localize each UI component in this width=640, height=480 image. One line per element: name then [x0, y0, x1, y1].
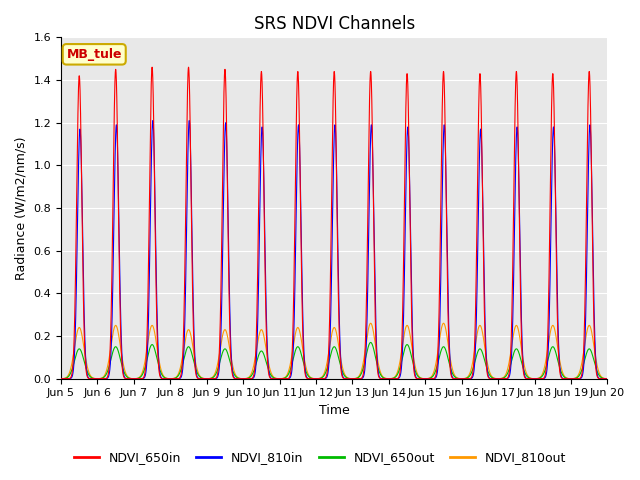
Legend: NDVI_650in, NDVI_810in, NDVI_650out, NDVI_810out: NDVI_650in, NDVI_810in, NDVI_650out, NDV… [68, 446, 572, 469]
Title: SRS NDVI Channels: SRS NDVI Channels [253, 15, 415, 33]
X-axis label: Time: Time [319, 404, 349, 417]
Text: MB_tule: MB_tule [67, 48, 122, 61]
Y-axis label: Radiance (W/m2/nm/s): Radiance (W/m2/nm/s) [15, 136, 28, 280]
